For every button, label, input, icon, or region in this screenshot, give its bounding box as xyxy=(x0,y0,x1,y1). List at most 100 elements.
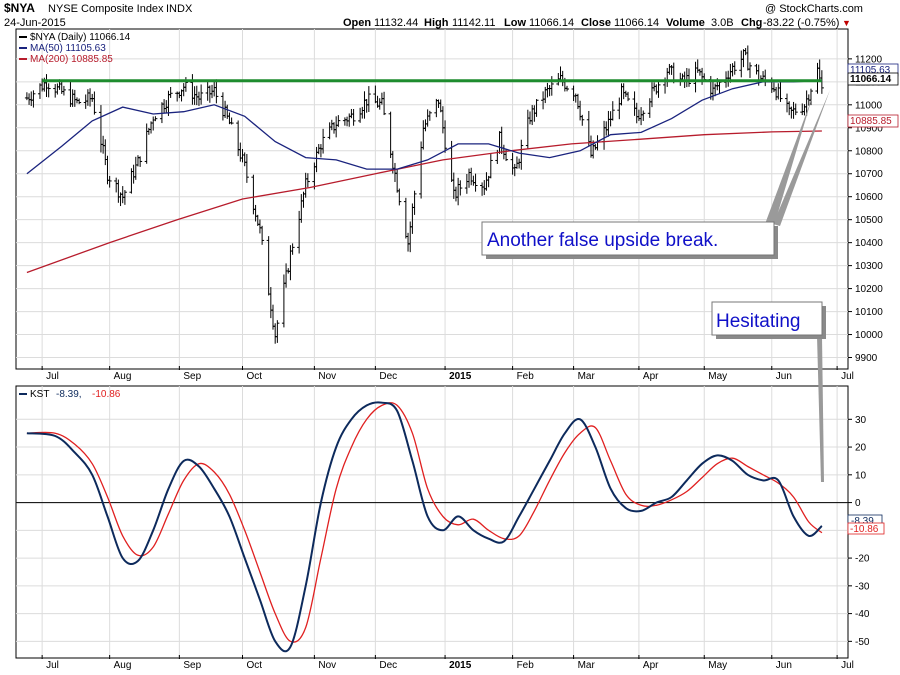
ohlc-bar xyxy=(244,153,249,183)
price-x-tick-label: Jul xyxy=(841,371,854,382)
kst-signal-legend-value: -10.86 xyxy=(92,389,121,400)
kst-grid xyxy=(16,386,848,658)
ohlc-bar xyxy=(229,117,234,125)
ma50-legend-label: MA(50) 11105.63 xyxy=(30,43,106,54)
price-x-axis: Jul Aug Sep Oct Nov Dec 2015 Feb Mar Apr May Jun Jul xyxy=(41,366,854,382)
ohlc-bar xyxy=(427,110,432,121)
open-label: Open xyxy=(343,17,371,29)
ohlc-bar xyxy=(214,79,219,104)
ohlc-bar xyxy=(382,91,387,116)
close-label: Close xyxy=(581,17,611,29)
ohlc-bar xyxy=(473,173,478,192)
symbol: $NYA xyxy=(4,1,35,15)
ohlc-bar xyxy=(366,86,371,112)
kst-x-tick-label: May xyxy=(708,660,727,671)
ohlc-bar xyxy=(443,120,448,153)
ohlc-bar xyxy=(122,190,127,205)
kst-x-tick-label: Feb xyxy=(517,660,535,671)
ohlc-bar xyxy=(412,190,417,215)
hesitating-pointer xyxy=(817,336,824,482)
price-x-tick-label: Oct xyxy=(247,371,263,382)
kst-tick-label: -40 xyxy=(855,609,870,620)
kst-panel xyxy=(15,385,849,659)
kst-signal-line xyxy=(26,402,823,643)
ohlc-bar xyxy=(488,154,493,179)
kst-x-tick-label: Jul xyxy=(841,660,854,671)
ma50-line xyxy=(26,79,822,175)
chg-value: -83.22 (-0.75%) xyxy=(763,17,839,29)
ohlc-bar xyxy=(138,156,143,167)
ohlc-bar xyxy=(31,90,36,108)
price-x-tick-label: Aug xyxy=(114,371,132,382)
kst-x-tick-label: Nov xyxy=(318,660,336,671)
price-x-tick-label: Dec xyxy=(379,371,397,382)
ohlc-bar xyxy=(458,180,463,196)
ohlc-bar xyxy=(397,188,402,206)
kst-x-axis: Jul Aug Sep Oct Nov Dec 2015 Feb Mar Apr May Jun Jul xyxy=(41,655,854,671)
kst-legend: KST -8.39, -10.86 xyxy=(19,389,121,400)
kst-x-tick-label: Apr xyxy=(643,660,659,671)
ma200-tag: 10885.85 xyxy=(847,114,899,128)
price-tick-label: 10800 xyxy=(855,146,883,157)
index-name: NYSE Composite Index xyxy=(48,3,164,15)
kst-signal-tag-box xyxy=(847,522,885,535)
kst-x-tick-label: 2015 xyxy=(449,660,472,671)
ohlc-bar xyxy=(351,109,356,126)
callout-box xyxy=(481,221,775,256)
ohlc-bar xyxy=(321,128,326,154)
price-x-tick-label: Apr xyxy=(643,371,659,382)
ohlc-bar xyxy=(580,114,585,126)
ohlc-bar xyxy=(153,116,158,122)
ohlc-bar xyxy=(305,173,310,188)
price-tick-label: 10400 xyxy=(855,238,883,249)
ohlc-bar xyxy=(534,99,539,117)
kst-tick-label: 0 xyxy=(855,498,861,509)
ohlc-bar xyxy=(793,103,798,116)
kst-x-tick-label: Mar xyxy=(578,660,596,671)
kst-line xyxy=(26,401,823,653)
ohlc-bar xyxy=(626,91,631,102)
callout-pointer-2 xyxy=(773,90,830,226)
price-tick-label: 10000 xyxy=(855,330,883,341)
ohlc-bar xyxy=(92,91,97,115)
price-tick-label: 10900 xyxy=(855,123,883,134)
chg-label: Chg xyxy=(741,17,762,29)
low-value: 11066.14 xyxy=(529,17,574,29)
volume-value: 3.0B xyxy=(711,17,734,29)
ohlc-bar xyxy=(519,139,524,170)
ohlc-bar xyxy=(747,62,752,78)
kst-tick-label: 20 xyxy=(855,443,867,454)
volume-label: Volume xyxy=(666,17,705,29)
low-label: Low xyxy=(504,17,526,29)
close-tag-value: 11066.14 xyxy=(850,74,892,85)
kst-x-tick-label: Sep xyxy=(183,660,201,671)
ohlc-bar xyxy=(107,175,112,188)
price-x-tick-label: Jul xyxy=(46,371,59,382)
price-tick-label: 10100 xyxy=(855,307,883,318)
price-tick-label: 10500 xyxy=(855,215,883,226)
ma50-tag-value: 11105.63 xyxy=(850,65,891,76)
ohlc-bar xyxy=(656,81,661,98)
kst-x-tick-label: Jun xyxy=(776,660,792,671)
kst-x-tick-label: Jul xyxy=(46,660,59,671)
close-value: 11066.14 xyxy=(614,17,659,29)
kst-signal-tag-value: -10.86 xyxy=(850,524,879,535)
kst-tick-label: -50 xyxy=(855,637,870,648)
kst-x-tick-label: Oct xyxy=(247,660,263,671)
ohlc-bar xyxy=(275,320,280,343)
down-arrow-icon: ▼ xyxy=(842,18,851,28)
kst-x-tick-label: Aug xyxy=(114,660,132,671)
hesitating-box xyxy=(711,301,823,336)
kst-tick-label: 30 xyxy=(855,415,867,426)
ma200-legend-label: MA(200) 10885.85 xyxy=(30,54,113,65)
ohlc-bar xyxy=(778,80,783,102)
price-legend-label: $NYA (Daily) 11066.14 xyxy=(30,32,131,43)
close-tag: 11066.14 xyxy=(847,72,899,86)
ohlc-bar xyxy=(808,88,813,106)
price-x-tick-label: Mar xyxy=(578,371,596,382)
ohlc-bar xyxy=(199,84,204,105)
price-tick-label: 10600 xyxy=(855,192,883,203)
price-x-tick-label: Feb xyxy=(517,371,535,382)
ohlc-bar xyxy=(61,85,66,96)
